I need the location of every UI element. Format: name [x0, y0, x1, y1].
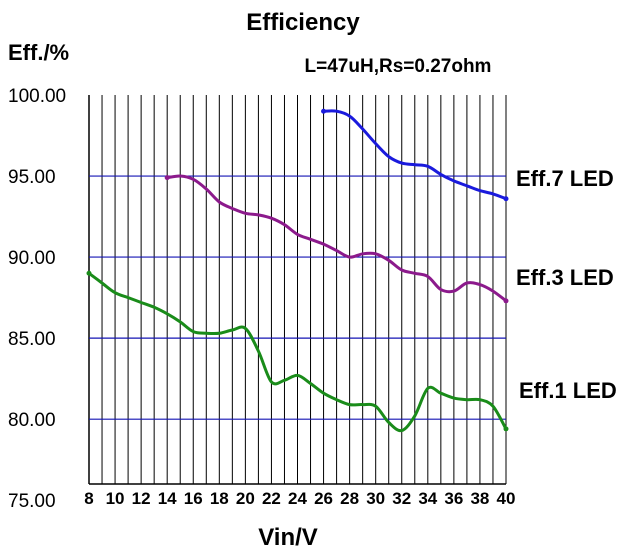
x-tick-label: 28: [340, 489, 359, 508]
x-tick-label: 30: [366, 489, 385, 508]
chart-title: Efficiency: [246, 9, 360, 36]
y-tick-label: 95.00: [8, 167, 56, 188]
series-point: [164, 175, 170, 181]
x-tick-label: 14: [158, 489, 177, 508]
series-point: [321, 108, 327, 114]
series-point: [503, 426, 509, 432]
x-tick-label: 40: [497, 489, 516, 508]
y-tick-label: 100.00: [8, 86, 66, 107]
chart-subtitle: L=47uH,Rs=0.27ohm: [305, 56, 492, 77]
series-line: [323, 109, 507, 201]
y-tick-label: 85.00: [8, 329, 56, 350]
series-label: Eff.3 LED: [516, 265, 614, 290]
x-tick-label: 10: [106, 489, 125, 508]
x-tick-label: 36: [444, 489, 463, 508]
x-tick-label: 32: [392, 489, 411, 508]
series-line: [166, 174, 507, 303]
x-tick-label: 8: [84, 489, 93, 508]
x-tick-label: 12: [132, 489, 151, 508]
plot-area: 100.00 95.00 90.00 85.00 80.00 75.00 8 10 12 14 16…: [8, 86, 617, 512]
series-label: Eff.1 LED: [519, 378, 617, 403]
x-tick-label: 22: [262, 489, 281, 508]
series-line: [88, 272, 508, 433]
y-tick-label: 75.00: [8, 491, 56, 512]
x-tick-label: 34: [418, 489, 437, 508]
series-point: [503, 298, 509, 304]
x-tick-label: 18: [210, 489, 229, 508]
x-tick-label: 16: [184, 489, 203, 508]
x-axis-label: Vin/V: [258, 524, 318, 551]
x-tick-label: 38: [470, 489, 489, 508]
series-label: Eff.7 LED: [516, 166, 614, 191]
series-point: [503, 196, 509, 202]
x-tick-label: 24: [288, 489, 307, 508]
y-tick-label: 80.00: [8, 410, 56, 431]
series-point: [86, 270, 92, 276]
y-axis-label: Eff./%: [8, 40, 69, 65]
x-tick-label: 20: [236, 489, 255, 508]
y-tick-label: 90.00: [8, 248, 56, 269]
x-tick-label: 26: [314, 489, 333, 508]
